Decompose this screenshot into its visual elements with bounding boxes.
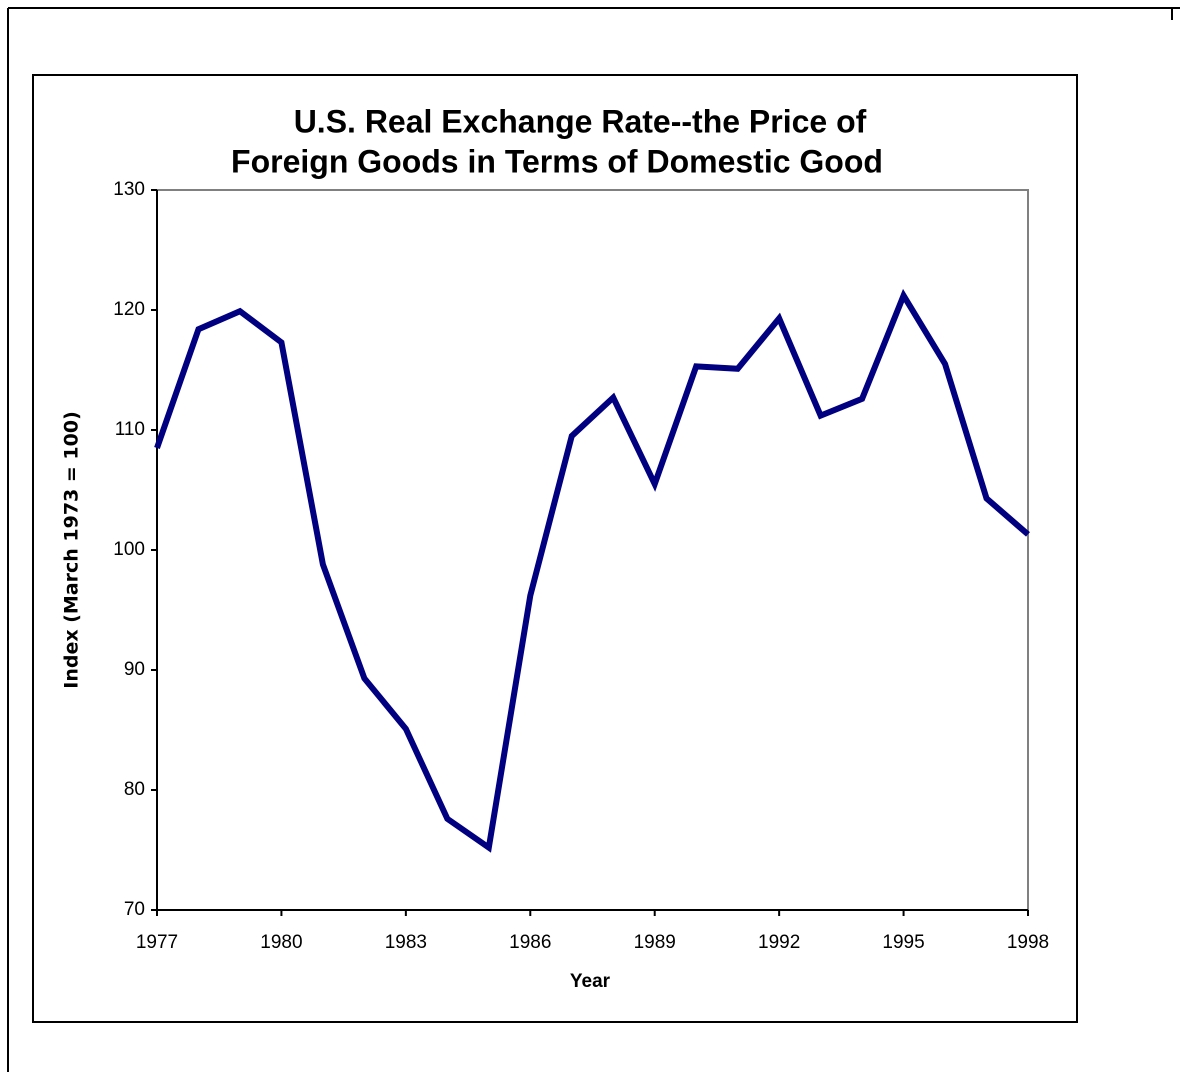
x-axis-label: Year [570,971,611,992]
x-tick-label: 1977 [136,932,178,953]
chart-frame [32,74,1078,1023]
y-tick-label: 130 [113,179,145,200]
y-axis-label: Index (March 1973 = 100) [61,411,83,689]
y-tick-label: 70 [124,899,145,920]
y-tick-label: 120 [113,299,145,320]
chart-title: U.S. Real Exchange Rate--the Price of [294,103,867,139]
x-tick-label: 1980 [260,932,302,953]
x-tick-label: 1992 [758,932,800,953]
y-tick-label: 90 [124,659,145,680]
x-tick-label: 1989 [634,932,676,953]
y-tick-label: 110 [115,419,145,440]
data-line [154,288,1030,853]
x-tick-label: 1998 [1007,932,1049,953]
x-tick-label: 1995 [882,932,924,953]
x-tick-label: 1986 [509,932,551,953]
chart-title: Foreign Goods in Terms of Domestic Good [231,143,883,179]
y-tick-label: 100 [113,539,145,560]
x-tick-label: 1983 [385,932,427,953]
y-tick-label: 80 [124,779,145,800]
